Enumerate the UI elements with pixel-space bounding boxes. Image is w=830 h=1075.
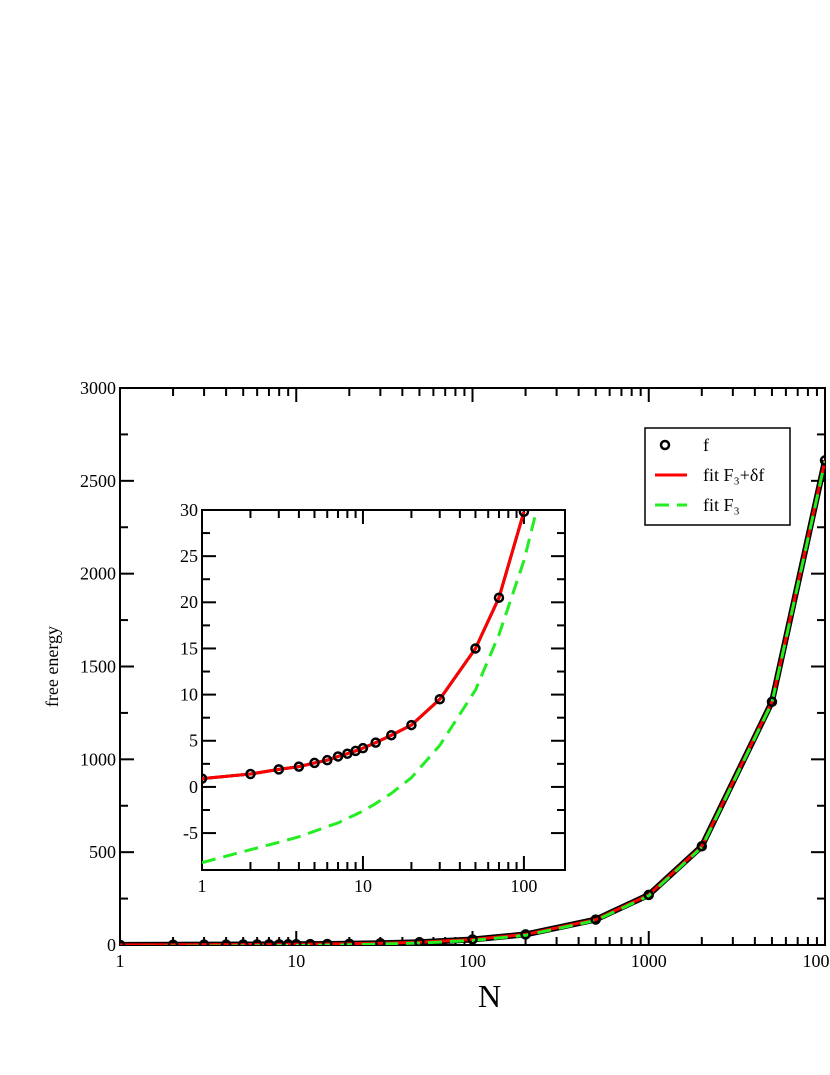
x-tick-label: 1 [198, 876, 207, 896]
data-point [590, 914, 601, 925]
data-point [263, 939, 275, 945]
y-tick-label: 3000 [80, 378, 116, 398]
data-point [304, 938, 316, 945]
data-point [375, 937, 386, 945]
y-axis-label: free energy [42, 626, 62, 707]
y-tick-label: 20 [180, 592, 198, 612]
data-point [766, 696, 778, 708]
data-point [696, 840, 708, 852]
y-tick-label: 30 [180, 500, 198, 520]
data-point [293, 761, 305, 772]
x-tick-label: 1 [116, 951, 125, 971]
series-line [202, 510, 539, 865]
data-point [198, 939, 210, 945]
x-axis-label: N [478, 978, 501, 1014]
data-point [406, 719, 417, 731]
x-tick-label: 100 [459, 951, 486, 971]
plot-area [202, 510, 565, 870]
data-point [245, 768, 256, 780]
data-point [202, 773, 208, 784]
data-point [467, 934, 478, 945]
legend-label: fit F₃+δf [703, 465, 764, 485]
data-point [237, 939, 249, 945]
data-point [322, 938, 333, 945]
y-tick-label: 1000 [80, 749, 116, 769]
data-point [520, 929, 531, 940]
data-point [370, 737, 381, 748]
data-point [414, 936, 425, 945]
legend-label: fit F₃ [703, 495, 740, 515]
y-tick-label: 0 [189, 777, 198, 797]
y-tick-label: 1500 [80, 656, 116, 676]
y-tick-label: 15 [180, 638, 198, 658]
plot-layer: 1 10 100 -5 0 5 10 15 20 25 30 [180, 500, 566, 896]
data-point [251, 939, 263, 945]
y-tick-label: -5 [183, 823, 198, 843]
y-tick-label: 2500 [80, 471, 116, 491]
x-tick-label: 10 [287, 951, 305, 971]
data-point [819, 455, 825, 466]
data-layer [202, 510, 539, 865]
x-tick-label: 10 [354, 876, 372, 896]
plot-frame [201, 509, 566, 871]
data-point [518, 510, 530, 518]
data-point [643, 889, 654, 901]
data-point [309, 757, 320, 769]
data-point [357, 742, 369, 754]
x-tick-label: 1000 [631, 951, 667, 971]
data-point [321, 754, 333, 766]
data-point [332, 751, 344, 762]
plot-layer: 110100100010000050010001500200025003000 [80, 378, 830, 971]
data-point [167, 939, 179, 945]
x-tick-label: 10000 [803, 951, 830, 971]
data-point [493, 592, 505, 603]
data-point [386, 729, 397, 741]
legend-label: f [703, 435, 709, 455]
data-layer [120, 455, 825, 945]
series-line [124, 461, 825, 945]
data-point [344, 938, 355, 945]
legend-marker [659, 439, 671, 451]
data-point [291, 938, 302, 945]
y-tick-label: 10 [180, 685, 198, 705]
y-tick-label: 2000 [80, 564, 116, 584]
data-point [120, 939, 126, 945]
data-point [470, 643, 481, 654]
y-tick-label: 500 [89, 842, 116, 862]
x-tick-label: 100 [510, 876, 537, 896]
plot-frame [119, 387, 826, 946]
y-tick-label: 25 [180, 546, 198, 566]
data-point [273, 764, 285, 775]
y-tick-label: 0 [107, 935, 116, 955]
series-line [202, 511, 526, 781]
data-point [220, 939, 232, 945]
data-point [434, 693, 446, 705]
y-tick-label: 5 [189, 731, 198, 751]
